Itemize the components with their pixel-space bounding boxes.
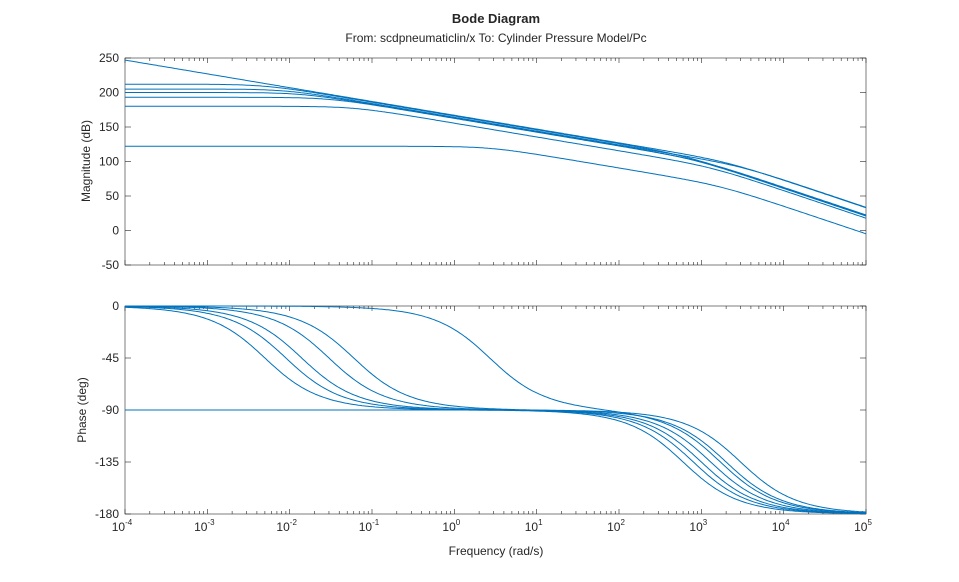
- magnitude-line-model-5: [125, 105, 867, 219]
- phase-ytick-label: -45: [102, 351, 120, 365]
- xtick-label: 10-4: [112, 518, 133, 534]
- xtick-exponent: -1: [372, 518, 380, 527]
- xtick-label: 105: [854, 518, 872, 534]
- xtick-label: 104: [772, 518, 790, 534]
- magnitude-ytick-label: 50: [106, 189, 120, 203]
- magnitude-ytick-label: 0: [112, 224, 119, 238]
- xtick-exponent: 4: [785, 518, 790, 527]
- xtick-label: 10-2: [276, 518, 297, 534]
- phase-line-model-7: [124, 306, 867, 513]
- xtick-exponent: 5: [867, 518, 872, 527]
- phase-ytick-label: -90: [102, 403, 120, 417]
- xtick-exponent: 1: [538, 518, 543, 527]
- magnitude-line-model-4: [125, 96, 867, 216]
- magnitude-axes: 250 200 150 100 50 0 -50: [99, 51, 867, 272]
- x-axis-label: Frequency (rad/s): [449, 544, 544, 558]
- magnitude-ytick-label: 200: [99, 86, 119, 100]
- magnitude-line-model-7: [125, 88, 867, 208]
- magnitude-ytick-label: 250: [99, 51, 119, 65]
- xtick-exponent: -2: [290, 518, 298, 527]
- magnitude-ytick-label: 100: [99, 155, 119, 169]
- magnitude-line-model-6: [125, 145, 867, 235]
- phase-ytick-label: -180: [95, 507, 119, 521]
- xtick-label: 101: [525, 518, 543, 534]
- xtick-label: 10-3: [194, 518, 215, 534]
- magnitude-ytick-label: -50: [102, 258, 120, 272]
- phase-line-model-5: [125, 305, 866, 514]
- phase-line-model-6: [125, 305, 867, 514]
- xtick-exponent: -3: [207, 518, 215, 527]
- magnitude-line-model-1: [124, 59, 867, 209]
- phase-ylabel: Phase (deg): [75, 377, 89, 442]
- xtick-label: 10-1: [359, 518, 380, 534]
- magnitude-ylabel: Magnitude (dB): [79, 120, 93, 202]
- phase-ytick-label: 0: [112, 299, 119, 313]
- phase-ytick-label: -135: [95, 455, 119, 469]
- xtick-label: 103: [689, 518, 707, 534]
- chart-title: Bode Diagram: [452, 11, 540, 26]
- xtick-label: 102: [607, 518, 625, 534]
- chart-subtitle: From: scdpneumaticlin/x To: Cylinder Pre…: [345, 31, 646, 45]
- xtick-exponent: 2: [620, 518, 625, 527]
- xtick-exponent: 3: [703, 518, 708, 527]
- xtick-exponent: 0: [456, 518, 461, 527]
- xtick-exponent: -4: [125, 518, 133, 527]
- xtick-label: 100: [442, 518, 460, 534]
- magnitude-ytick-label: 150: [99, 120, 119, 134]
